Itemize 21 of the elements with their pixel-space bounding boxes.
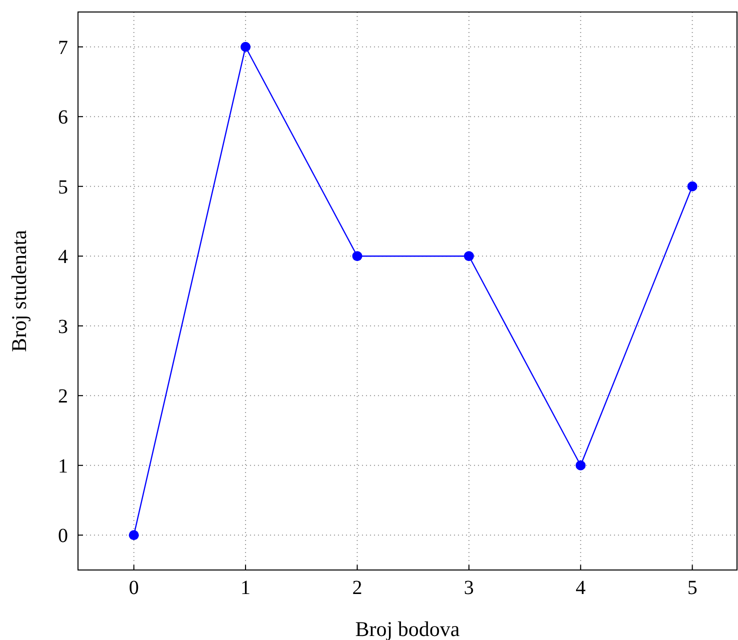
y-tick-label: 7	[58, 36, 68, 59]
x-tick-label: 5	[687, 577, 698, 599]
y-tick-label: 2	[58, 386, 68, 408]
x-tick-label: 2	[352, 577, 362, 599]
y-tick-label: 6	[58, 106, 68, 129]
y-tick-label: 0	[58, 525, 68, 548]
x-tick-label: 3	[464, 577, 474, 599]
point	[576, 460, 586, 470]
point	[128, 530, 139, 540]
point	[240, 42, 251, 52]
point	[687, 181, 698, 192]
y-tick-label: 1	[58, 455, 68, 478]
y-tick-label: 5	[58, 176, 68, 198]
x-tick-label: 1	[240, 577, 251, 599]
point	[464, 251, 474, 262]
point	[352, 251, 362, 262]
y-axis-title: Broj studenata	[7, 229, 31, 352]
y-tick-label: 3	[58, 316, 68, 338]
x-tick-label: 4	[576, 577, 586, 599]
x-tick-label: 0	[128, 577, 139, 599]
y-tick-label: 4	[58, 246, 68, 268]
